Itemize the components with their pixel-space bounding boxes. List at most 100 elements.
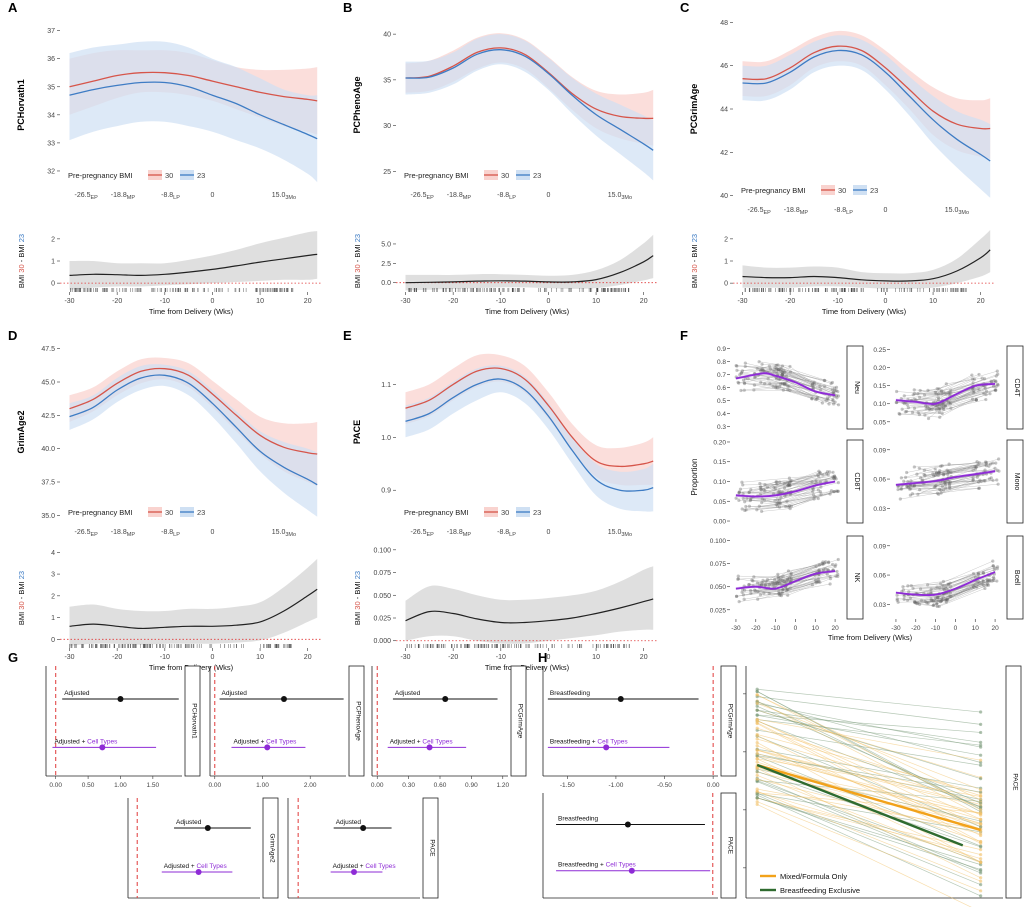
- data-point: [822, 567, 826, 572]
- data-point: [925, 583, 930, 587]
- individual-slope: [757, 755, 981, 814]
- x-marker-label: -8.8LP: [834, 207, 853, 216]
- x-marker-label: 15.03Mo: [272, 192, 296, 201]
- data-point: [743, 508, 747, 513]
- data-point: [936, 598, 941, 603]
- data-point: [943, 598, 948, 602]
- data-point: [757, 360, 761, 364]
- data-point: [937, 492, 941, 496]
- y-tick-label: 48: [720, 20, 728, 27]
- data-point: [760, 497, 764, 501]
- data-point: [836, 389, 840, 394]
- data-point: [994, 385, 998, 389]
- difference-band: [405, 234, 654, 291]
- line-bmi-23: [405, 378, 654, 492]
- data-point: [936, 595, 940, 599]
- data-point: [775, 504, 780, 508]
- data-point: [977, 372, 981, 377]
- data-point: [995, 468, 999, 472]
- data-point: [982, 479, 986, 483]
- data-point: [912, 484, 916, 488]
- y-tick-label: 0.10: [873, 401, 886, 408]
- individual-slope: [757, 703, 981, 748]
- data-point: [976, 579, 980, 583]
- x-tick-label: 1.20: [496, 782, 509, 789]
- data-point: [979, 722, 983, 726]
- data-point: [775, 367, 779, 371]
- data-point: [899, 476, 903, 480]
- y-tick-label: 37.5: [41, 480, 55, 487]
- data-point: [738, 373, 742, 377]
- individual-trajectory: [745, 491, 838, 507]
- y-tick-label: 35.0: [41, 513, 55, 520]
- data-point: [747, 582, 751, 587]
- data-point: [833, 389, 837, 393]
- data-point: [835, 489, 840, 493]
- individual-trajectory: [924, 399, 986, 416]
- individual-trajectory: [749, 490, 837, 508]
- data-point: [783, 370, 787, 374]
- individual-trajectory: [928, 399, 977, 419]
- individual-trajectory: [935, 377, 983, 393]
- data-point: [782, 482, 786, 486]
- individual-slope: [757, 768, 981, 879]
- data-point: [986, 582, 990, 586]
- data-point: [777, 589, 781, 593]
- data-point: [747, 583, 751, 587]
- individual-trajectory: [761, 498, 815, 512]
- x-tick-label: -30: [400, 298, 410, 305]
- y-tick-label: 4: [51, 550, 55, 557]
- data-point: [916, 492, 920, 496]
- data-point: [940, 392, 944, 396]
- individual-trajectory: [901, 473, 977, 487]
- data-point: [901, 588, 906, 592]
- individual-trajectory: [744, 498, 819, 511]
- data-point: [816, 496, 820, 501]
- data-point: [776, 498, 780, 502]
- forest-plot-g4: Adjusted Adjusted + Cell Types GrimAge2: [127, 797, 279, 899]
- data-point: [755, 581, 759, 585]
- data-point: [779, 495, 783, 500]
- x-marker-label: 0: [546, 529, 550, 536]
- individual-trajectory: [773, 475, 835, 488]
- data-point: [995, 565, 1000, 569]
- data-point: [774, 503, 778, 507]
- data-point: [941, 473, 946, 477]
- individual-trajectory: [757, 566, 817, 584]
- individual-trajectory: [744, 383, 834, 401]
- individual-trajectory: [905, 462, 980, 478]
- x-tick-label: -1.50: [560, 782, 575, 789]
- data-point: [768, 367, 772, 371]
- data-point: [979, 868, 983, 872]
- data-point: [979, 801, 983, 805]
- data-point: [912, 391, 917, 396]
- row-label: Breastfeeding: [558, 816, 598, 823]
- data-point: [944, 600, 948, 604]
- data-point: [810, 583, 815, 587]
- data-point: [812, 380, 816, 384]
- data-point: [941, 587, 945, 591]
- data-point: [902, 401, 907, 406]
- forest-plot-g5: Adjusted Adjusted + Cell Types PACE: [287, 797, 439, 899]
- facet-strip: [1006, 535, 1024, 620]
- data-point: [949, 594, 953, 598]
- individual-trajectory: [912, 572, 979, 589]
- individual-trajectory: [759, 493, 822, 507]
- data-point: [820, 401, 824, 405]
- individual-slope: [757, 794, 981, 897]
- individual-trajectory: [743, 472, 834, 494]
- y-tick-label: 42: [720, 150, 728, 157]
- y-axis-title: PACE: [352, 420, 362, 444]
- individual-slope: [757, 694, 981, 801]
- x-tick-label: 0: [210, 298, 214, 305]
- band-bmi-23: [405, 34, 654, 181]
- individual-trajectory: [914, 580, 990, 603]
- individual-trajectory: [759, 473, 821, 486]
- data-point: [931, 603, 935, 608]
- individual-trajectory: [765, 562, 825, 582]
- data-point: [781, 574, 785, 578]
- individual-trajectory: [740, 471, 819, 490]
- difference-line: [69, 253, 318, 277]
- data-point: [760, 367, 764, 371]
- individual-trajectory: [896, 386, 974, 407]
